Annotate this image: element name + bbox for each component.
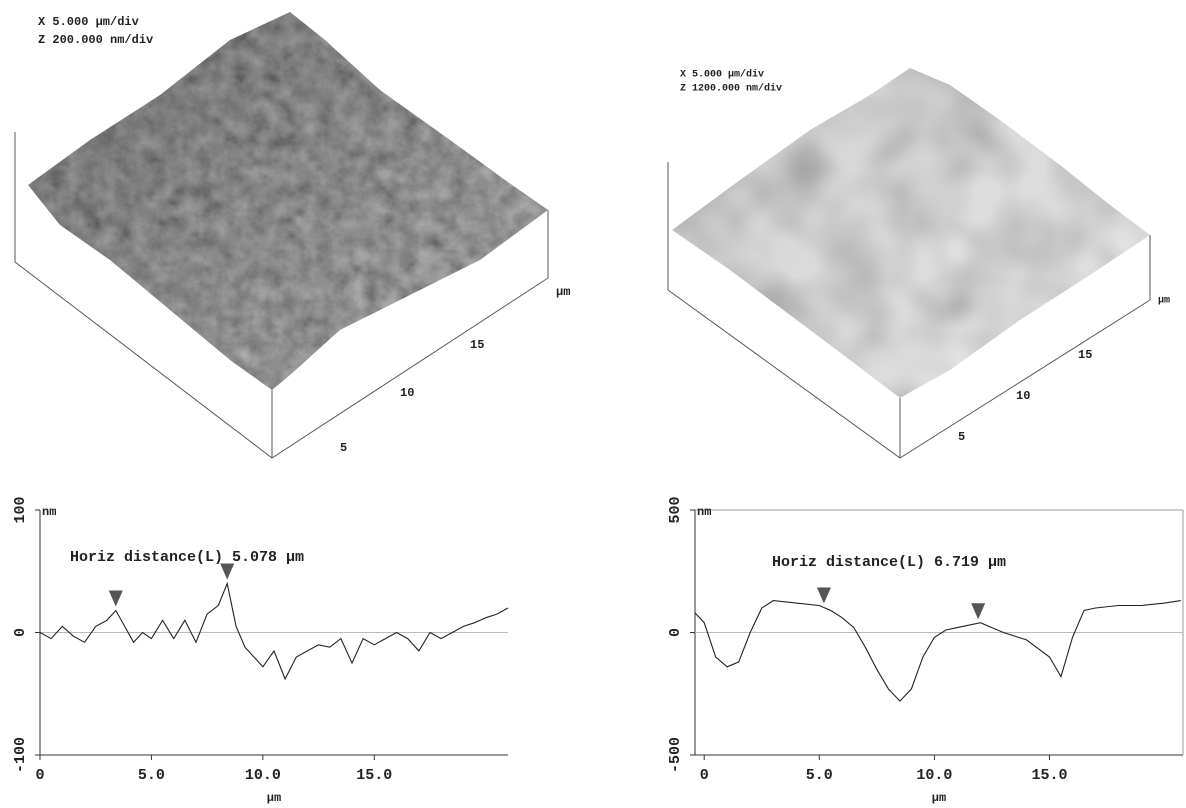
x-tick-label: 15.0	[1031, 767, 1067, 784]
x-scale: X 5.000 μm/div	[38, 15, 139, 29]
cursor-marker	[971, 603, 985, 619]
x-tick-label: 10.0	[916, 767, 952, 784]
cursor-marker	[817, 588, 831, 604]
y-tick-label: -100	[12, 737, 29, 773]
axis-tick-label: 15	[1078, 348, 1092, 362]
surface-image	[28, 12, 548, 390]
y-tick-label: 500	[667, 496, 684, 523]
y-tick-label: 100	[12, 496, 29, 523]
x-axis-label: μm	[267, 791, 281, 805]
figure: X 5.000 μm/div Z 200.000 nm/div 5 10 15 …	[0, 0, 1186, 808]
y-axis-label: nm	[697, 505, 711, 519]
z-scale: Z 1200.000 nm/div	[680, 83, 782, 95]
y-tick-label: -500	[667, 737, 684, 773]
x-tick-label: 10.0	[245, 767, 281, 784]
axis-tick-label: 5	[958, 430, 965, 444]
y-axis-label: nm	[42, 505, 56, 519]
axis-tick-label: 10	[400, 386, 414, 400]
axis-unit: μm	[556, 285, 570, 299]
axis-tick-label: 15	[470, 338, 484, 352]
y-tick-label: 0	[667, 628, 684, 637]
cursor-marker	[109, 590, 123, 606]
profile-line	[40, 584, 508, 680]
x-tick-label: 5.0	[138, 767, 165, 784]
x-scale: X 5.000 μm/div	[680, 69, 764, 81]
y-tick-label: 0	[12, 628, 29, 637]
axis-tick-label: 10	[1016, 389, 1030, 403]
annotation: Horiz distance(L) 5.078 μm	[70, 549, 304, 566]
z-scale: Z 200.000 nm/div	[38, 33, 153, 47]
x-tick-label: 15.0	[356, 767, 392, 784]
profile-line	[695, 601, 1181, 702]
cursor-marker	[220, 564, 234, 580]
axis-unit: μm	[1158, 296, 1170, 307]
x-tick-label: 0	[35, 767, 44, 784]
surface-left	[15, 12, 548, 458]
annotation: Horiz distance(L) 6.719 μm	[772, 554, 1006, 571]
x-tick-label: 0	[700, 767, 709, 784]
x-tick-label: 5.0	[806, 767, 833, 784]
x-axis-label: μm	[932, 791, 946, 805]
surface-right	[668, 68, 1150, 458]
axis-tick-label: 5	[340, 441, 347, 455]
